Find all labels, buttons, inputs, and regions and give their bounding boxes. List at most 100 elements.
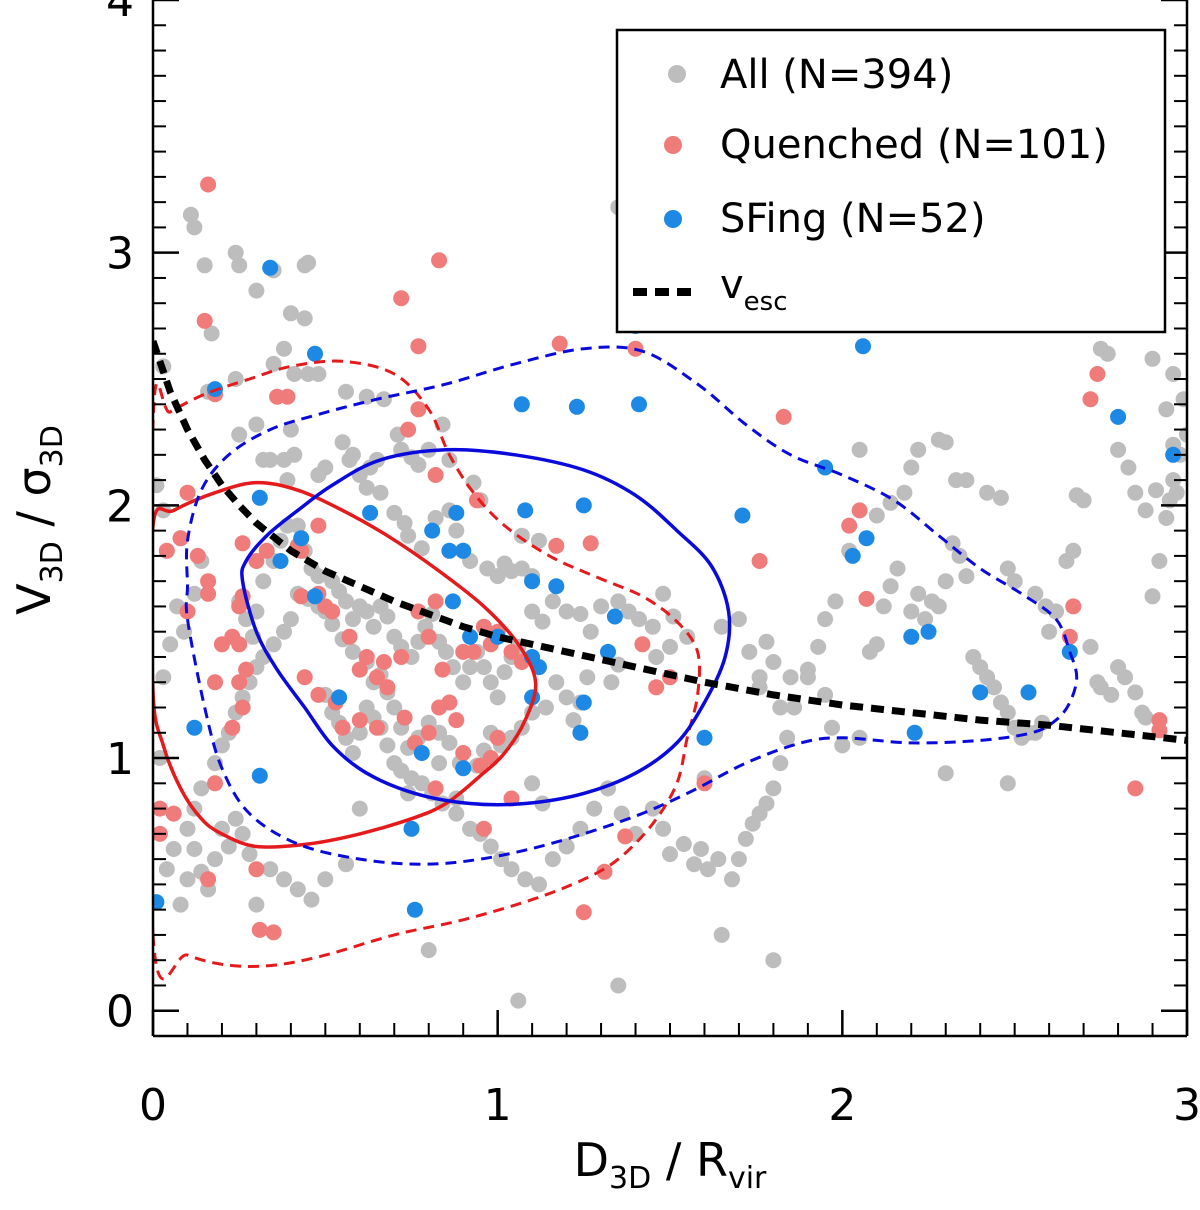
point-quenched <box>231 674 248 691</box>
point-quenched <box>238 661 255 678</box>
point-all <box>730 611 747 628</box>
point-all <box>758 633 775 650</box>
point-all <box>675 836 692 852</box>
point-quenched <box>207 674 223 691</box>
point-sfing <box>1110 408 1127 425</box>
point-quenched <box>1082 391 1099 408</box>
point-all <box>396 515 413 532</box>
point-all <box>462 659 479 676</box>
y-tick-label: 1 <box>106 734 134 785</box>
point-all <box>179 871 196 888</box>
point-sfing <box>920 623 937 640</box>
point-all <box>465 474 482 491</box>
point-all <box>999 775 1016 792</box>
point-all <box>262 861 279 878</box>
point-all <box>234 825 251 842</box>
point-all <box>289 517 306 534</box>
point-all <box>999 560 1016 577</box>
point-all <box>427 510 444 526</box>
point-all <box>338 593 354 610</box>
point-quenched <box>410 603 427 620</box>
point-all <box>344 643 361 660</box>
point-all <box>1148 482 1164 499</box>
point-sfing <box>548 578 565 595</box>
point-all <box>1065 542 1082 559</box>
point-all <box>386 504 403 521</box>
point-all <box>537 699 554 716</box>
point-all <box>1041 623 1058 640</box>
point-all <box>386 699 403 716</box>
point-sfing <box>572 724 589 741</box>
x-tick-label: 1 <box>484 1080 512 1131</box>
point-all <box>1117 669 1133 686</box>
point-all <box>286 366 303 382</box>
legend-marker-all <box>668 65 686 83</box>
point-all <box>196 257 213 274</box>
point-all <box>162 636 179 653</box>
point-all <box>772 699 789 716</box>
point-all <box>207 851 223 868</box>
point-all <box>686 856 703 873</box>
point-quenched <box>851 502 868 519</box>
point-all <box>365 618 382 635</box>
point-all <box>613 805 630 822</box>
y-tick-label: 0 <box>106 987 134 1038</box>
point-quenched <box>179 484 196 501</box>
point-quenched <box>1127 780 1144 797</box>
point-all <box>438 643 454 660</box>
point-quenched <box>400 421 417 438</box>
point-all <box>992 489 1009 506</box>
point-all <box>868 507 885 524</box>
point-quenched <box>617 828 634 845</box>
point-sfing <box>251 489 268 506</box>
point-all <box>824 719 840 736</box>
point-all <box>548 674 565 691</box>
point-all <box>255 573 272 590</box>
point-all <box>827 593 844 610</box>
point-all <box>179 820 196 837</box>
point-all <box>662 638 678 655</box>
point-all <box>296 310 313 327</box>
point-quenched <box>427 593 444 610</box>
point-all <box>1137 502 1154 519</box>
point-all <box>265 636 282 653</box>
point-all <box>289 881 306 898</box>
point-all <box>524 603 541 620</box>
point-quenched <box>396 709 413 726</box>
point-sfing <box>307 345 323 362</box>
point-quenched <box>200 871 217 888</box>
point-sfing <box>972 684 989 701</box>
point-quenched <box>234 699 251 716</box>
point-all <box>1144 588 1161 605</box>
point-all <box>317 871 334 888</box>
point-sfing <box>462 628 479 645</box>
point-sfing <box>444 593 461 610</box>
point-all <box>1120 459 1137 476</box>
point-all <box>282 421 299 438</box>
y-tick-label: 3 <box>106 229 134 280</box>
point-all <box>903 459 920 476</box>
point-all <box>875 598 892 615</box>
points-layer <box>153 176 1187 1009</box>
point-quenched <box>410 338 427 355</box>
point-all <box>372 484 389 501</box>
point-all <box>400 527 417 544</box>
point-sfing <box>903 628 920 645</box>
point-quenched <box>224 719 241 736</box>
point-all <box>410 456 427 473</box>
point-all <box>448 805 465 822</box>
point-all <box>1175 391 1187 408</box>
point-sfing <box>531 659 547 676</box>
point-all <box>917 611 934 628</box>
legend-label-all: All (N=394) <box>720 52 953 98</box>
point-all <box>182 206 199 223</box>
point-quenched <box>351 712 368 729</box>
point-all <box>986 679 1002 696</box>
point-all <box>248 282 265 299</box>
point-quenched <box>410 401 427 418</box>
point-quenched <box>489 729 506 746</box>
point-quenched <box>200 573 217 590</box>
point-all <box>241 846 258 863</box>
point-sfing <box>455 760 472 777</box>
point-all <box>1158 510 1175 526</box>
